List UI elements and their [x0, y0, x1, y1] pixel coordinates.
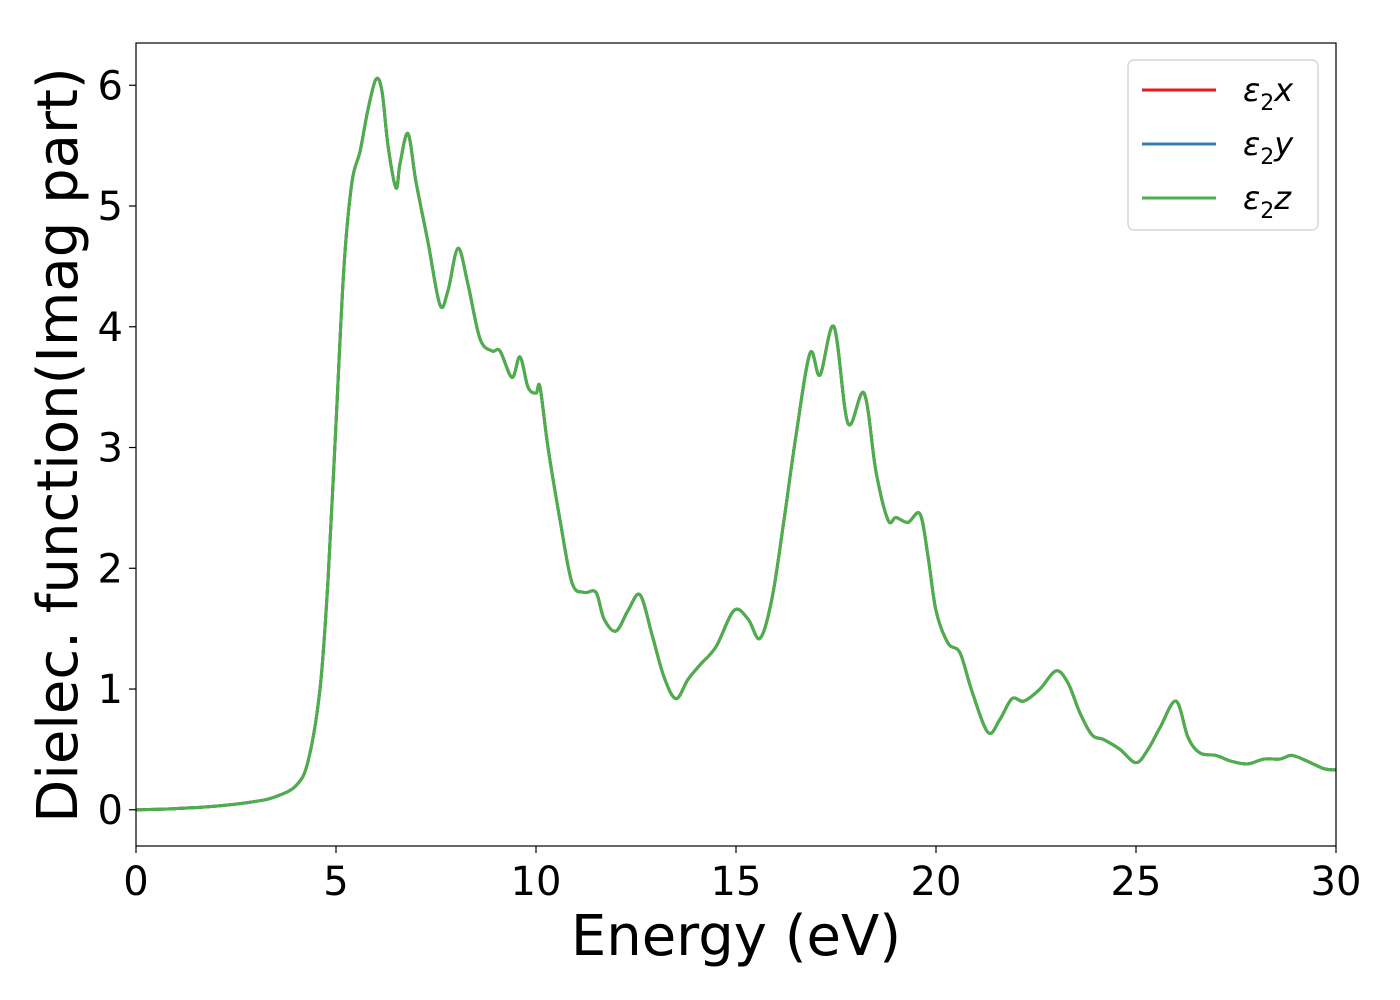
y-tick-label: 4	[98, 305, 123, 351]
y-tick-label: 2	[98, 546, 123, 592]
y-axis-title: Dielec. function(Imag part)	[26, 67, 91, 823]
x-tick-label: 20	[911, 859, 962, 905]
x-axis-title: Energy (eV)	[571, 904, 901, 969]
y-tick-label: 5	[98, 184, 123, 230]
y-tick-label: 0	[98, 788, 123, 834]
x-tick-label: 5	[323, 859, 348, 905]
x-tick-label: 15	[711, 859, 762, 905]
x-tick-label: 0	[123, 859, 148, 905]
x-tick-label: 10	[511, 859, 562, 905]
x-tick-label: 30	[1311, 859, 1362, 905]
y-tick-label: 6	[98, 63, 123, 109]
x-tick-label: 25	[1111, 859, 1162, 905]
legend: ε2x ε2y ε2z	[1127, 59, 1319, 231]
x-axis-ticks: 0 5 10 15 20 25 30	[123, 846, 1361, 905]
y-tick-label: 3	[98, 426, 123, 472]
series-layer	[136, 76, 1336, 812]
series-line-2	[136, 76, 1336, 812]
legend-label: ε2x	[1243, 71, 1294, 116]
y-tick-label: 1	[98, 667, 123, 713]
legend-box	[1127, 59, 1319, 231]
legend-label: ε2y	[1243, 125, 1294, 170]
y-axis-ticks: 0 1 2 3 4 5 6	[98, 63, 136, 834]
legend-label: ε2z	[1243, 179, 1292, 224]
